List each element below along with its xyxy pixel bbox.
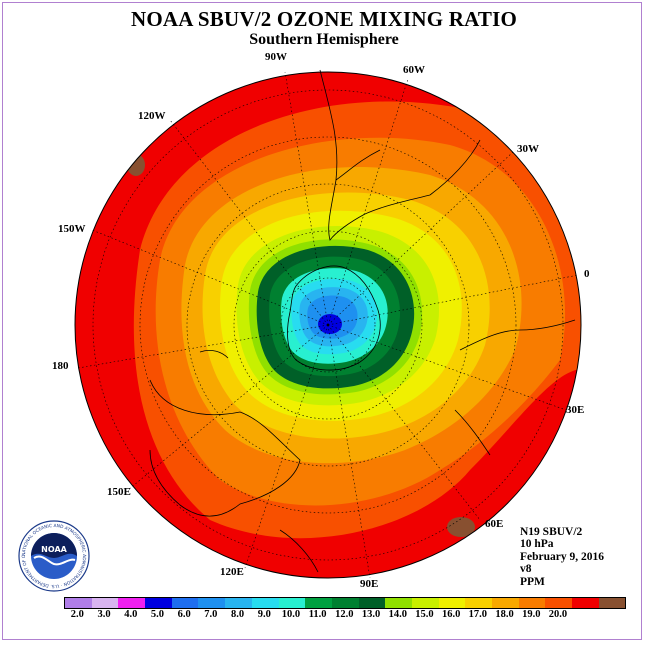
noaa-logo: NATIONAL OCEANIC AND ATMOSPHERIC ADMINIS…: [18, 520, 90, 592]
page-title: NOAA SBUV/2 OZONE MIXING RATIO: [131, 7, 517, 31]
colorbar-swatch: [438, 598, 466, 608]
colorbar-swatch: [518, 598, 546, 608]
contour-band-20-b: [447, 517, 475, 537]
colorbar-swatch: [91, 598, 119, 608]
colorbar-tick-label: 11.0: [308, 609, 327, 620]
map-boundary: [74, 71, 582, 579]
colorbar-tick-label: 9.0: [257, 609, 271, 620]
lon-label-0: 0: [584, 268, 590, 280]
lon-label-60w: 60W: [403, 64, 425, 76]
figure-frame: [2, 2, 642, 640]
colorbar-swatch: [572, 598, 599, 608]
colorbar-swatch: [118, 598, 146, 608]
colorbar-tick-label: 20.0: [548, 609, 568, 620]
colorbar-swatch: [225, 598, 252, 608]
colorbar-tick-label: 16.0: [441, 609, 461, 620]
lon-label-120w: 120W: [138, 110, 166, 122]
colorbar-tick-label: 15.0: [415, 609, 434, 620]
lon-label-30e: 30E: [566, 404, 585, 416]
colorbar-swatch: [251, 598, 279, 608]
colorbar: [64, 597, 627, 609]
colorbar-tick-label: 13.0: [361, 609, 381, 620]
lon-label-30w: 30W: [517, 143, 539, 155]
colorbar-tick-label: 3.0: [97, 609, 111, 620]
colorbar-tick-label: 4.0: [124, 609, 138, 620]
colorbar-tick-label: 17.0: [468, 609, 488, 620]
colorbar-swatch: [278, 598, 306, 608]
lon-label-90w: 90W: [265, 51, 287, 63]
colorbar-swatch: [331, 598, 359, 608]
units-label: PPM: [520, 575, 545, 588]
satellite-label: N19 SBUV/2: [520, 526, 583, 538]
colorbar-swatch: [545, 598, 573, 608]
colorbar-swatch: [65, 598, 92, 608]
colorbar-tick-label: 7.0: [204, 609, 218, 620]
lon-label-180: 180: [52, 360, 69, 372]
colorbar-swatch: [305, 598, 332, 608]
date-label: February 9, 2016: [520, 550, 605, 563]
pressure-label: 10 hPa: [520, 538, 554, 551]
page-subtitle: Southern Hemisphere: [249, 31, 399, 48]
graticule: [77, 71, 579, 579]
logo-text: NOAA: [41, 545, 67, 554]
info-block: N19 SBUV/2 10 hPa February 9, 2016 v8 PP…: [520, 526, 604, 588]
colorbar-tick-label: 8.0: [230, 609, 245, 620]
colorbar-swatch: [598, 598, 626, 608]
colorbar-tick-label: 19.0: [522, 609, 541, 620]
lon-label-60e: 60E: [485, 518, 504, 530]
version-label: v8: [520, 563, 532, 576]
lon-label-120e: 120E: [220, 566, 244, 578]
colorbar-swatch: [358, 598, 386, 608]
colorbar-swatch: [465, 598, 492, 608]
colorbar-swatch: [145, 598, 172, 608]
contour-band-20-a: [127, 154, 145, 176]
colorbar-tick-label: 14.0: [388, 609, 407, 620]
lon-label-90e: 90E: [360, 578, 379, 590]
lon-label-150e: 150E: [107, 486, 131, 498]
colorbar-tick-label: 5.0: [150, 609, 164, 620]
colorbar-swatch: [385, 598, 412, 608]
colorbar-swatch: [171, 598, 199, 608]
lon-label-150w: 150W: [58, 223, 86, 235]
colorbar-swatch: [411, 598, 439, 608]
colorbar-tick-label: 6.0: [177, 609, 191, 620]
colorbar-swatch: [198, 598, 226, 608]
colorbar-swatch: [492, 598, 519, 608]
colorbar-tick-label: 18.0: [495, 609, 514, 620]
coastlines: [149, 69, 576, 573]
contour-band-5: [318, 314, 342, 334]
colorbar-tick-label: 2.0: [70, 609, 84, 620]
colorbar-tick-label: 12.0: [335, 609, 354, 620]
colorbar-tick-label: 10.0: [281, 609, 301, 620]
